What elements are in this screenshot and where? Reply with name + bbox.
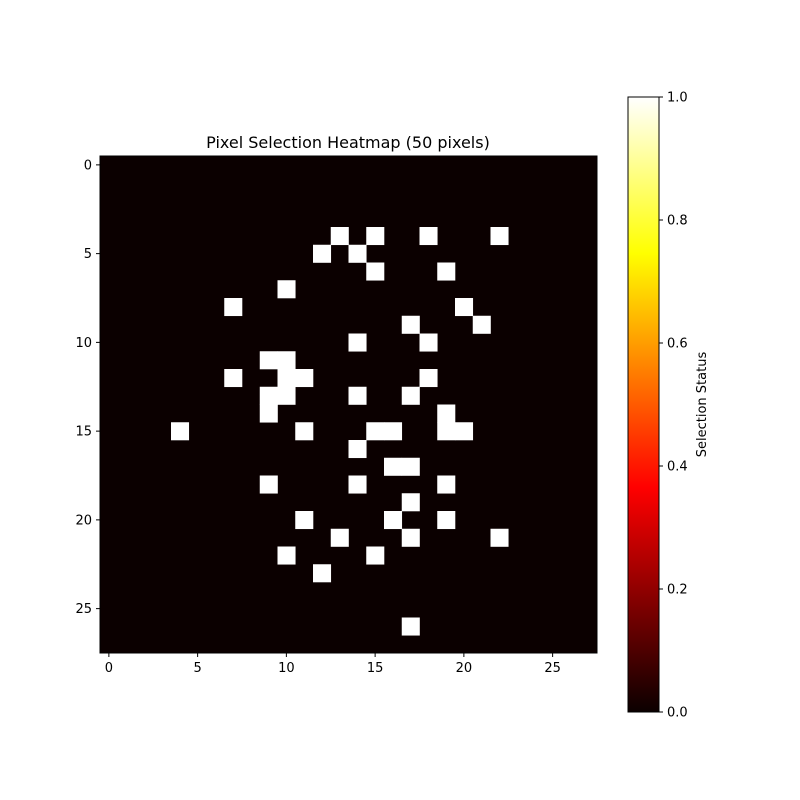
selected-pixel-cell [437,475,456,494]
selected-pixel-cell [259,386,278,405]
colorbar-tick-label: 0.0 [667,706,688,721]
colorbar-tick-label: 1.0 [667,91,688,106]
selected-pixel-cell [171,422,190,441]
x-tick-label: 15 [367,661,384,676]
x-tick-label: 5 [193,661,201,676]
selected-pixel-cell [348,475,367,494]
colorbar: 0.0 0.2 0.4 0.6 0.8 1.0 Selection Status [627,91,710,721]
selected-pixel-cell [437,262,456,281]
selected-pixel-cell [330,528,349,547]
selected-pixel-cell [384,511,403,530]
selected-pixel-cell [259,404,278,423]
selected-pixel-cell [419,227,438,246]
selected-pixel-cell [401,493,420,512]
y-tick-label: 20 [75,513,92,528]
selected-pixel-cell [224,298,243,317]
colorbar-tick-label: 0.4 [667,460,688,475]
selected-pixel-cell [295,511,314,530]
selected-pixel-cell [490,227,509,246]
selected-pixel-cell [455,298,474,317]
selected-pixel-cell [472,315,491,334]
selected-pixel-cell [224,369,243,388]
selected-pixel-cell [313,564,332,583]
selected-pixel-cell [419,333,438,352]
colorbar-tick-label: 0.2 [667,583,688,598]
y-tick-label: 0 [84,158,92,173]
selected-pixel-cell [401,315,420,334]
selected-pixel-cell [366,422,385,441]
colorbar-ticks: 0.0 0.2 0.4 0.6 0.8 1.0 [659,91,688,721]
x-tick-label: 25 [544,661,561,676]
selected-pixel-cell [348,386,367,405]
selected-pixel-cell [401,617,420,636]
selected-pixel-cell [277,369,296,388]
selected-pixel-cell [455,422,474,441]
selected-pixel-cell [295,422,314,441]
x-tick-label: 20 [456,661,473,676]
selected-pixel-cell [366,546,385,565]
plot-area [99,155,598,654]
y-tick-label: 15 [75,425,92,440]
selected-pixel-cell [437,404,456,423]
colorbar-tick-label: 0.8 [667,214,688,229]
selected-pixel-cell [277,351,296,370]
colorbar-gradient [627,96,660,713]
selected-pixel-cell [295,369,314,388]
selected-pixel-cell [348,333,367,352]
selected-pixel-cell [490,528,509,547]
selected-pixel-cell [384,457,403,476]
colorbar-tick-label: 0.6 [667,337,688,352]
chart-title: Pixel Selection Heatmap (50 pixels) [206,133,490,152]
selected-pixel-cell [277,546,296,565]
y-tick-label: 25 [75,602,92,617]
y-axis: 0 5 10 15 20 25 [75,158,100,617]
selected-pixel-cell [401,528,420,547]
selected-pixel-cell [277,386,296,405]
selected-pixel-cell [437,422,456,441]
heatmap-cells [171,227,509,636]
selected-pixel-cell [313,244,332,263]
selected-pixel-cell [437,511,456,530]
selected-pixel-cell [348,244,367,263]
selected-pixel-cell [259,475,278,494]
selected-pixel-cell [384,422,403,441]
plot-frame [99,155,598,654]
selected-pixel-cell [259,351,278,370]
selected-pixel-cell [348,440,367,459]
selected-pixel-cell [419,369,438,388]
selected-pixel-cell [366,262,385,281]
selected-pixel-cell [401,386,420,405]
y-tick-label: 5 [84,247,92,262]
selected-pixel-cell [330,227,349,246]
x-tick-label: 10 [278,661,295,676]
x-tick-label: 0 [105,661,113,676]
selected-pixel-cell [401,457,420,476]
x-axis: 0 5 10 15 20 25 [105,653,561,676]
colorbar-label: Selection Status [695,352,710,458]
selected-pixel-cell [366,227,385,246]
selected-pixel-cell [277,280,296,299]
y-tick-label: 10 [75,336,92,351]
